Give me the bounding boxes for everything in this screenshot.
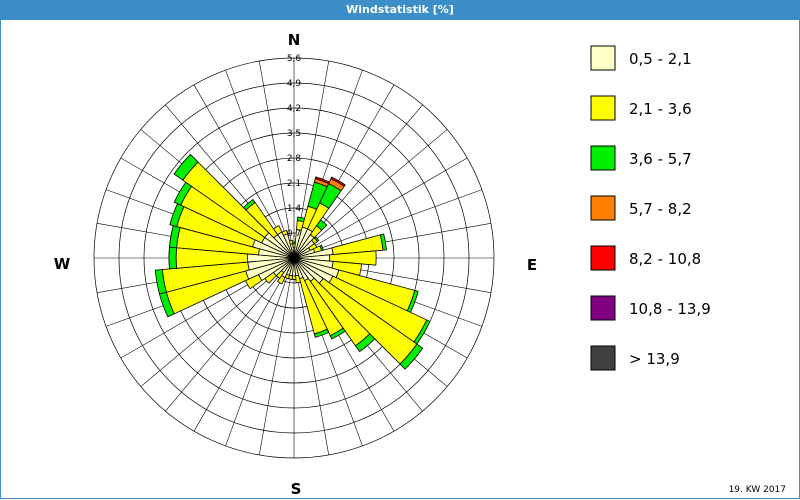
direction-label-n: N: [288, 31, 301, 49]
sector-bar-segment: [154, 269, 167, 295]
sector-bar-segment: [281, 229, 289, 236]
legend-swatch: [590, 295, 616, 321]
sector-bar-segment: [313, 328, 330, 338]
legend-label: > 13,9: [629, 350, 680, 368]
grid-ring: [93, 57, 495, 459]
legend-label: 8,2 - 10,8: [629, 250, 701, 268]
sector-bar-segment: [379, 233, 387, 251]
sector-bar-segment: [288, 239, 294, 245]
legend: 0,5 - 2,1 2,1 - 3,6 3,6 - 5,7 5,7 - 8,2 8,2 …: [590, 45, 711, 371]
ring-label: 2,1: [287, 179, 301, 189]
window-title: Windstatistik [%]: [0, 0, 800, 20]
legend-label: 0,5 - 2,1: [629, 50, 692, 68]
direction-label-s: S: [291, 480, 302, 498]
sector-bar-segment: [173, 153, 199, 181]
legend-label: 2,1 - 3,6: [629, 100, 692, 118]
ring-labels: 0,7 1,4 2,1 2,8 3,5 4,2 4,9 5,6: [287, 54, 302, 239]
grid-ring: [118, 82, 470, 434]
legend-swatch: [590, 145, 616, 171]
sector-bar-segment: [329, 327, 346, 340]
sector-bar-segment: [313, 235, 320, 243]
legend-swatch: [590, 45, 616, 71]
legend-swatch: [590, 245, 616, 271]
legend-label: 10,8 - 13,9: [629, 300, 711, 318]
sector-bars: [154, 153, 431, 370]
sector-bar-segment: [399, 343, 424, 370]
sector-bar-segment: [330, 176, 346, 187]
direction-label-w: W: [54, 255, 71, 273]
ring-label: 4,9: [287, 79, 302, 89]
sector-bar-segment: [242, 198, 256, 211]
sector-bar-segment: [315, 219, 328, 231]
ring-label: 4,2: [287, 104, 301, 114]
legend-swatch: [590, 345, 616, 371]
sector-bar-segment: [354, 333, 376, 353]
legend-swatch: [590, 195, 616, 221]
legend-swatch: [590, 95, 616, 121]
legend-label: 5,7 - 8,2: [629, 200, 692, 218]
legend-label: 3,6 - 5,7: [629, 150, 692, 168]
week-footnote: 19. KW 2017: [728, 485, 786, 495]
direction-label-e: E: [527, 256, 537, 274]
ring-label: 3,5: [287, 129, 301, 139]
ring-label: 1,4: [287, 204, 302, 214]
ring-label: 5,6: [287, 54, 302, 64]
sector-bar-segment: [168, 246, 178, 270]
grid-ring: [143, 107, 445, 409]
ring-label: 0,7: [287, 229, 301, 239]
ring-label: 2,8: [287, 154, 302, 164]
